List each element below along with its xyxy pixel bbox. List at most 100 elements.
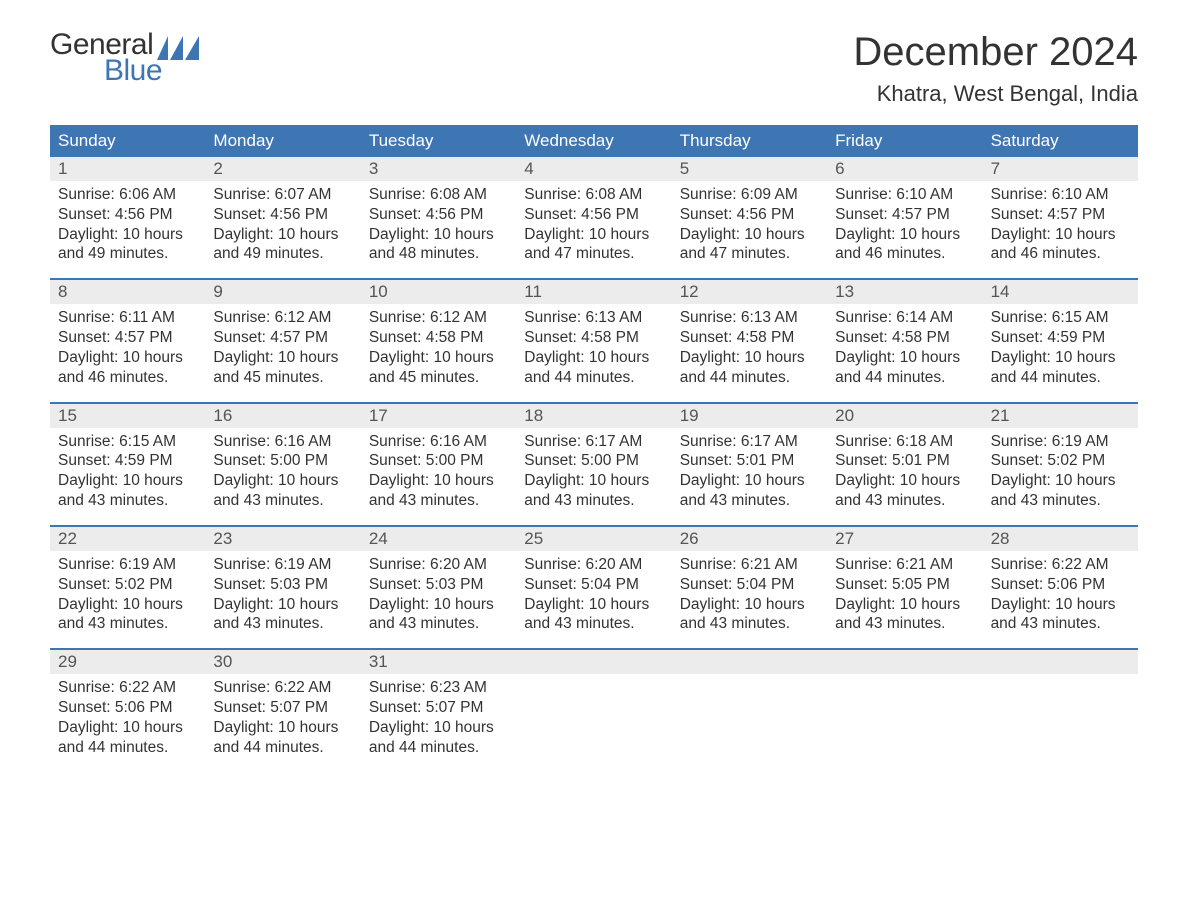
day-number: 27 [827, 527, 982, 551]
sunrise-line: Sunrise: 6:15 AM [58, 432, 199, 452]
sunset-line: Sunset: 5:01 PM [835, 451, 976, 471]
day-cell-body: Sunrise: 6:13 AMSunset: 4:58 PMDaylight:… [672, 304, 827, 387]
sunrise-line: Sunrise: 6:19 AM [213, 555, 354, 575]
day-number: 12 [672, 280, 827, 304]
day-cell-body: Sunrise: 6:19 AMSunset: 5:03 PMDaylight:… [205, 551, 360, 634]
sunset-line: Sunset: 4:57 PM [58, 328, 199, 348]
sunrise-line: Sunrise: 6:12 AM [369, 308, 510, 328]
sunset-line: Sunset: 4:59 PM [58, 451, 199, 471]
daylight-line: Daylight: 10 hours and 45 minutes. [369, 348, 510, 388]
day-number: 4 [516, 157, 671, 181]
sunset-line: Sunset: 5:07 PM [213, 698, 354, 718]
day-cell-body: Sunrise: 6:16 AMSunset: 5:00 PMDaylight:… [205, 428, 360, 511]
sunrise-line: Sunrise: 6:21 AM [680, 555, 821, 575]
day-cell-body: Sunrise: 6:22 AMSunset: 5:06 PMDaylight:… [50, 674, 205, 757]
sunrise-line: Sunrise: 6:16 AM [213, 432, 354, 452]
sunrise-line: Sunrise: 6:06 AM [58, 185, 199, 205]
day-number: 19 [672, 404, 827, 428]
day-cell-body: Sunrise: 6:10 AMSunset: 4:57 PMDaylight:… [983, 181, 1138, 264]
day-cell-body: Sunrise: 6:22 AMSunset: 5:06 PMDaylight:… [983, 551, 1138, 634]
day-cell-body [672, 674, 827, 757]
sunrise-line: Sunrise: 6:16 AM [369, 432, 510, 452]
day-number: 13 [827, 280, 982, 304]
daylight-line: Daylight: 10 hours and 43 minutes. [213, 595, 354, 635]
sunset-line: Sunset: 4:59 PM [991, 328, 1132, 348]
sunrise-line: Sunrise: 6:17 AM [680, 432, 821, 452]
daylight-line: Daylight: 10 hours and 43 minutes. [991, 471, 1132, 511]
day-cell-body: Sunrise: 6:13 AMSunset: 4:58 PMDaylight:… [516, 304, 671, 387]
sunrise-line: Sunrise: 6:11 AM [58, 308, 199, 328]
sunset-line: Sunset: 4:58 PM [680, 328, 821, 348]
daylight-line: Daylight: 10 hours and 43 minutes. [58, 471, 199, 511]
daylight-line: Daylight: 10 hours and 43 minutes. [369, 595, 510, 635]
day-cell-body: Sunrise: 6:19 AMSunset: 5:02 PMDaylight:… [983, 428, 1138, 511]
day-cell-body: Sunrise: 6:17 AMSunset: 5:01 PMDaylight:… [672, 428, 827, 511]
title-block: December 2024 Khatra, West Bengal, India [853, 30, 1138, 107]
sunrise-line: Sunrise: 6:10 AM [835, 185, 976, 205]
sunrise-line: Sunrise: 6:10 AM [991, 185, 1132, 205]
sunrise-line: Sunrise: 6:14 AM [835, 308, 976, 328]
day-number [983, 650, 1138, 674]
day-number: 22 [50, 527, 205, 551]
sunrise-line: Sunrise: 6:12 AM [213, 308, 354, 328]
daylight-line: Daylight: 10 hours and 44 minutes. [991, 348, 1132, 388]
sunset-line: Sunset: 4:56 PM [369, 205, 510, 225]
daylight-line: Daylight: 10 hours and 46 minutes. [835, 225, 976, 265]
sunset-line: Sunset: 5:00 PM [213, 451, 354, 471]
sunset-line: Sunset: 5:04 PM [680, 575, 821, 595]
day-cell-body: Sunrise: 6:20 AMSunset: 5:03 PMDaylight:… [361, 551, 516, 634]
day-cell-body [516, 674, 671, 757]
sunrise-line: Sunrise: 6:08 AM [524, 185, 665, 205]
sunset-line: Sunset: 5:00 PM [369, 451, 510, 471]
day-cell-body: Sunrise: 6:06 AMSunset: 4:56 PMDaylight:… [50, 181, 205, 264]
sunset-line: Sunset: 4:56 PM [213, 205, 354, 225]
day-number: 7 [983, 157, 1138, 181]
sunset-line: Sunset: 5:02 PM [991, 451, 1132, 471]
daylight-line: Daylight: 10 hours and 43 minutes. [213, 471, 354, 511]
daylight-line: Daylight: 10 hours and 43 minutes. [680, 595, 821, 635]
daylight-line: Daylight: 10 hours and 43 minutes. [835, 595, 976, 635]
daylight-line: Daylight: 10 hours and 43 minutes. [524, 595, 665, 635]
day-cell-body: Sunrise: 6:15 AMSunset: 4:59 PMDaylight:… [983, 304, 1138, 387]
daylight-line: Daylight: 10 hours and 44 minutes. [369, 718, 510, 758]
daylight-line: Daylight: 10 hours and 43 minutes. [680, 471, 821, 511]
day-cell-body: Sunrise: 6:14 AMSunset: 4:58 PMDaylight:… [827, 304, 982, 387]
day-of-week-header: Monday [205, 125, 360, 157]
day-number [516, 650, 671, 674]
day-number: 17 [361, 404, 516, 428]
day-of-week-header: Sunday [50, 125, 205, 157]
day-number: 8 [50, 280, 205, 304]
day-number: 16 [205, 404, 360, 428]
sunrise-line: Sunrise: 6:22 AM [213, 678, 354, 698]
day-number [827, 650, 982, 674]
day-cell-body: Sunrise: 6:08 AMSunset: 4:56 PMDaylight:… [361, 181, 516, 264]
day-number: 10 [361, 280, 516, 304]
sunrise-line: Sunrise: 6:09 AM [680, 185, 821, 205]
day-of-week-header: Thursday [672, 125, 827, 157]
day-cell-body: Sunrise: 6:10 AMSunset: 4:57 PMDaylight:… [827, 181, 982, 264]
sunrise-line: Sunrise: 6:19 AM [58, 555, 199, 575]
day-cell-body: Sunrise: 6:12 AMSunset: 4:58 PMDaylight:… [361, 304, 516, 387]
sunrise-line: Sunrise: 6:20 AM [524, 555, 665, 575]
sunset-line: Sunset: 5:03 PM [213, 575, 354, 595]
sunrise-line: Sunrise: 6:22 AM [991, 555, 1132, 575]
day-number: 11 [516, 280, 671, 304]
sunset-line: Sunset: 5:06 PM [991, 575, 1132, 595]
day-number: 15 [50, 404, 205, 428]
sunrise-line: Sunrise: 6:22 AM [58, 678, 199, 698]
sunset-line: Sunset: 5:00 PM [524, 451, 665, 471]
day-number: 9 [205, 280, 360, 304]
day-number: 18 [516, 404, 671, 428]
calendar-grid: SundayMondayTuesdayWednesdayThursdayFrid… [50, 125, 1138, 758]
day-number: 3 [361, 157, 516, 181]
day-cell-body: Sunrise: 6:22 AMSunset: 5:07 PMDaylight:… [205, 674, 360, 757]
sunset-line: Sunset: 5:04 PM [524, 575, 665, 595]
day-cell-body: Sunrise: 6:12 AMSunset: 4:57 PMDaylight:… [205, 304, 360, 387]
day-number: 6 [827, 157, 982, 181]
daylight-line: Daylight: 10 hours and 44 minutes. [680, 348, 821, 388]
sunset-line: Sunset: 5:05 PM [835, 575, 976, 595]
sunset-line: Sunset: 5:01 PM [680, 451, 821, 471]
day-of-week-header: Tuesday [361, 125, 516, 157]
day-cell-body [983, 674, 1138, 757]
day-number: 24 [361, 527, 516, 551]
